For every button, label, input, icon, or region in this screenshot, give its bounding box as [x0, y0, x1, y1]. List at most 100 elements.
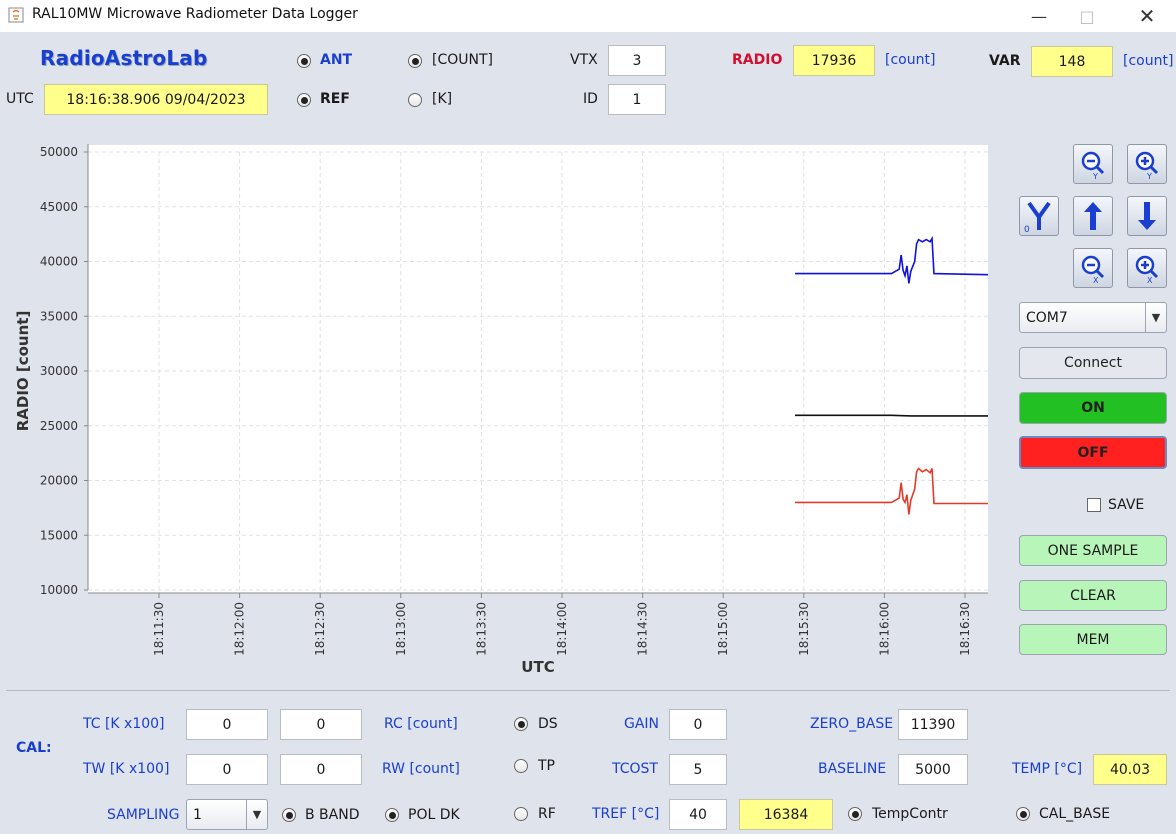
title-bar: RAL10MW Microwave Radiometer Data Logger… — [0, 0, 1176, 32]
svg-text:X: X — [1147, 276, 1153, 284]
y-tick-label: 35000 — [40, 309, 78, 323]
tempcontr-radio[interactable] — [848, 807, 862, 821]
tcost-label: TCOST — [612, 761, 658, 777]
close-button[interactable]: ✕ — [1138, 4, 1156, 28]
radio-value: 17936 — [793, 45, 875, 76]
svg-text:Y: Y — [1092, 172, 1098, 180]
b-band-label: B BAND — [305, 807, 360, 823]
svg-text:0: 0 — [1024, 225, 1030, 233]
x-tick-label: 18:16:30 — [958, 602, 972, 656]
tc-label: TC [K x100] — [83, 716, 165, 732]
tp-radio[interactable] — [514, 759, 528, 773]
save-checkbox[interactable] — [1087, 498, 1101, 512]
kelvin-label: [K] — [432, 91, 453, 107]
count-radio[interactable] — [408, 54, 422, 68]
cal-title: CAL: — [16, 740, 52, 756]
ant-label: ANT — [320, 52, 353, 68]
baseline-field[interactable]: 5000 — [898, 754, 968, 785]
pol-dk-label: POL DK — [408, 807, 460, 823]
plot-area[interactable] — [88, 145, 988, 593]
zoom-in-x-icon: X — [1135, 255, 1159, 284]
tw-label: TW [K x100] — [83, 761, 170, 777]
ds-label: DS — [538, 716, 558, 732]
zero-base-field[interactable]: 11390 — [898, 709, 968, 740]
zoom-in-y-button[interactable]: Y — [1127, 144, 1167, 184]
radioastrolab-logo: RadioAstroLab — [40, 46, 208, 70]
ant-radio[interactable] — [297, 54, 311, 68]
y-tick-label: 30000 — [40, 364, 78, 378]
vtx-label: VTX — [570, 52, 598, 68]
x-tick-label: 18:15:00 — [716, 602, 730, 656]
x-tick-label: 18:13:00 — [394, 602, 408, 656]
baseline-label: BASELINE — [818, 761, 887, 777]
chevron-down-icon[interactable]: ▼ — [1145, 303, 1166, 332]
scroll-down-button[interactable] — [1127, 196, 1167, 236]
arrow-up-icon — [1084, 202, 1102, 230]
on-button[interactable]: ON — [1019, 392, 1167, 424]
y-tick-label: 25000 — [40, 419, 78, 433]
var-label: VAR — [989, 53, 1021, 69]
zoom-out-y-icon: Y — [1081, 151, 1105, 180]
port-select[interactable]: COM7 ▼ — [1019, 302, 1167, 333]
pol-dk-radio[interactable] — [385, 808, 399, 822]
y-tick-label: 20000 — [40, 474, 78, 488]
zoom-in-x-button[interactable]: X — [1127, 248, 1167, 288]
sampling-select[interactable]: 1 ▼ — [186, 799, 268, 830]
ref-label: REF — [320, 91, 350, 107]
ds-radio[interactable] — [514, 717, 528, 731]
save-label: SAVE — [1108, 497, 1145, 513]
vtx-field[interactable]: 3 — [608, 45, 666, 76]
sampling-label: SAMPLING — [107, 807, 180, 823]
minimize-button[interactable]: — — [1031, 6, 1047, 26]
tref-field[interactable]: 40 — [669, 799, 727, 830]
arrow-down-icon — [1138, 202, 1156, 230]
kelvin-radio[interactable] — [408, 93, 422, 107]
sampling-select-value: 1 — [193, 807, 202, 823]
y-zero-button[interactable]: 0 — [1019, 196, 1059, 236]
y-tick-label: 40000 — [40, 255, 78, 269]
tc-field-1[interactable]: 0 — [186, 709, 268, 740]
java-app-icon — [8, 7, 24, 23]
connect-button[interactable]: Connect — [1019, 347, 1167, 379]
off-button[interactable]: OFF — [1019, 436, 1167, 469]
radio-chart: 50000 45000 40000 35000 30000 25000 20000 15000… — [14, 144, 989, 676]
series-line-2 — [795, 467, 988, 515]
tw-field-1[interactable]: 0 — [186, 754, 268, 785]
svg-text:Y: Y — [1146, 172, 1152, 180]
zoom-out-y-button[interactable]: Y — [1073, 144, 1113, 184]
tref-count-value: 16384 — [739, 799, 833, 830]
scroll-up-button[interactable] — [1073, 196, 1113, 236]
ref-radio[interactable] — [297, 93, 311, 107]
maximize-button[interactable]: □ — [1079, 6, 1095, 26]
y-tick-label: 10000 — [40, 583, 78, 597]
x-tick-label: 18:16:00 — [877, 602, 891, 656]
series-line-1 — [795, 414, 988, 417]
rf-radio[interactable] — [514, 807, 528, 821]
zoom-out-x-icon: X — [1081, 255, 1105, 284]
one-sample-button[interactable]: ONE SAMPLE — [1019, 535, 1167, 566]
tc-field-2[interactable]: 0 — [280, 709, 362, 740]
var-unit: [count] — [1123, 53, 1174, 69]
tcost-field[interactable]: 5 — [669, 754, 727, 785]
chevron-down-icon[interactable]: ▼ — [246, 800, 267, 829]
id-label: ID — [583, 91, 598, 107]
x-tick-label: 18:12:30 — [313, 602, 327, 656]
cal-base-label: CAL_BASE — [1039, 806, 1111, 822]
tw-field-2[interactable]: 0 — [280, 754, 362, 785]
zoom-in-y-icon: Y — [1135, 151, 1159, 180]
x-tick-label: 18:11:30 — [152, 602, 166, 656]
svg-text:X: X — [1093, 276, 1099, 284]
radio-label: RADIO — [732, 52, 783, 68]
b-band-radio[interactable] — [282, 808, 296, 822]
clear-button[interactable]: CLEAR — [1019, 580, 1167, 611]
gain-field[interactable]: 0 — [669, 709, 727, 740]
x-tick-label: 18:14:30 — [636, 602, 650, 656]
cal-base-radio[interactable] — [1016, 807, 1030, 821]
mem-button[interactable]: MEM — [1019, 624, 1167, 655]
temp-label: TEMP [°C] — [1012, 761, 1083, 777]
zoom-out-x-button[interactable]: X — [1073, 248, 1113, 288]
id-field[interactable]: 1 — [608, 84, 666, 115]
x-axis-title: UTC — [521, 658, 554, 676]
utc-label: UTC — [6, 91, 34, 107]
y-axis-title: RADIO [count] — [14, 311, 32, 432]
